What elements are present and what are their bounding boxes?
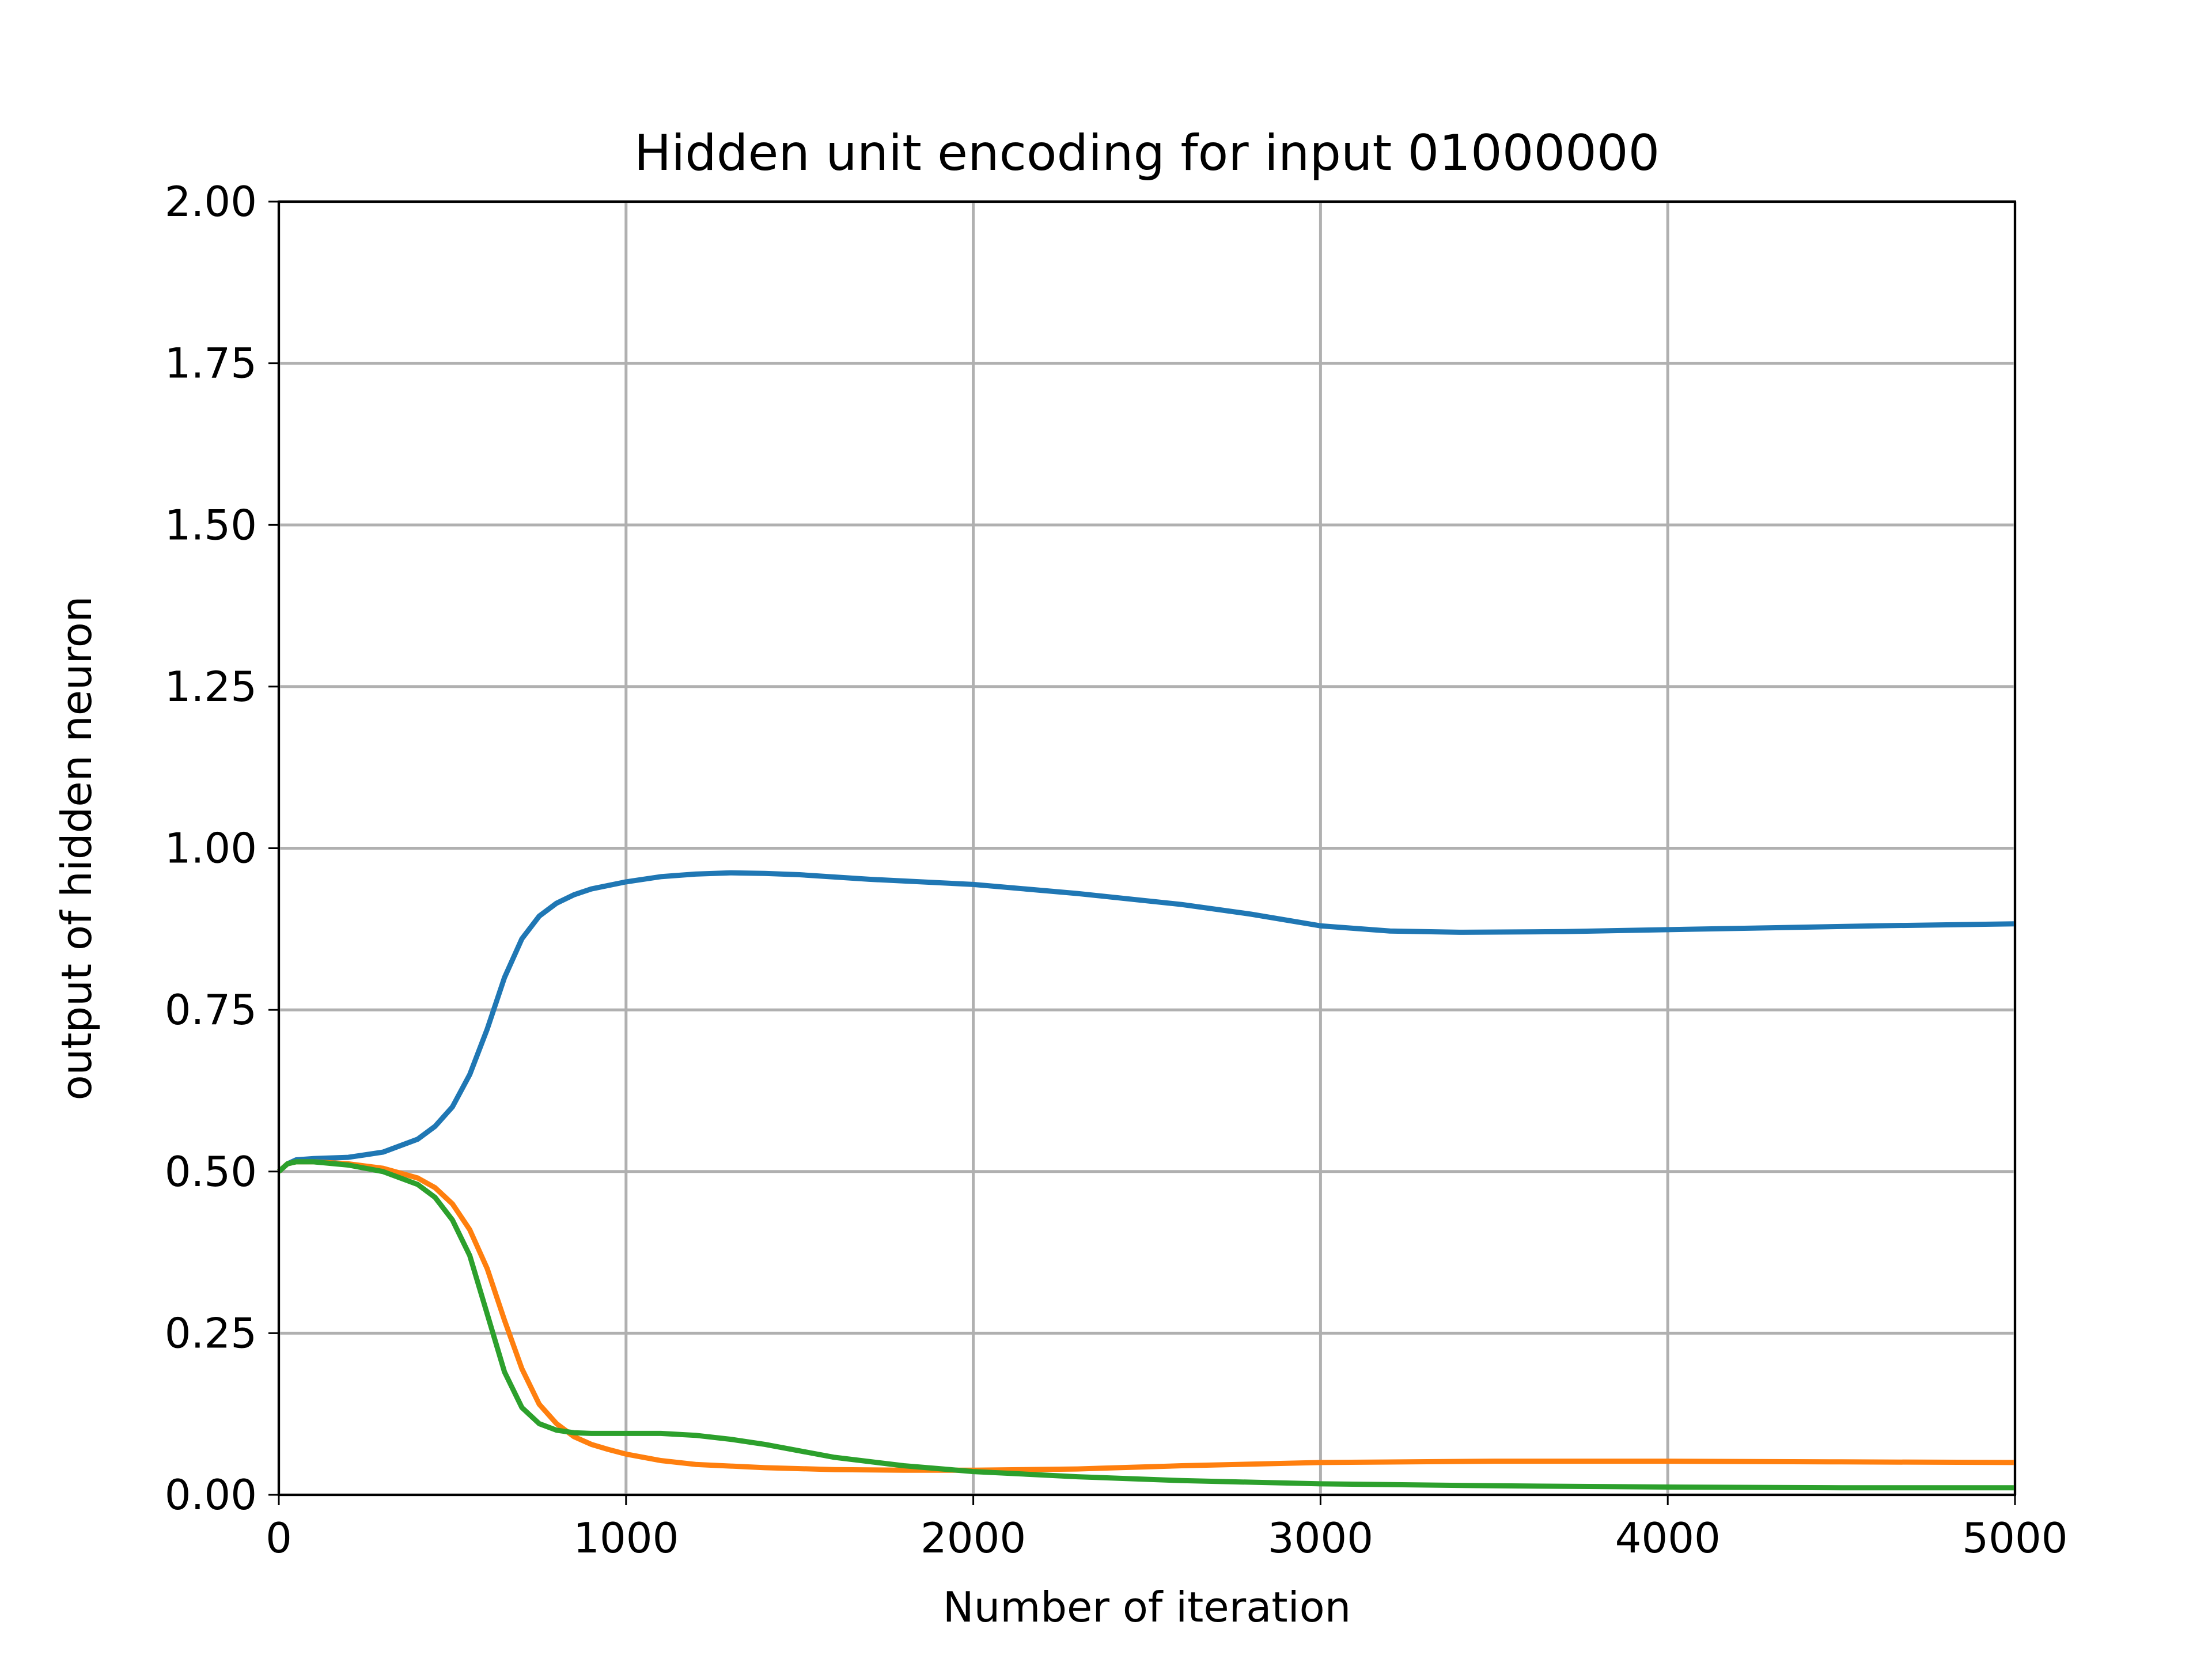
y-tick-label: 1.00 bbox=[165, 824, 257, 873]
axis-ticks: 0 1000 2000 3000 4000 5000 0.00 0.25 0.50 0.75 1.0… bbox=[165, 177, 2068, 1562]
y-tick-label: 1.50 bbox=[165, 501, 257, 549]
series-line-1 bbox=[277, 870, 2016, 1174]
grid bbox=[277, 200, 2017, 1497]
y-tick-label: 0.75 bbox=[165, 986, 257, 1034]
chart-title: Hidden unit encoding for input 01000000 bbox=[634, 124, 1660, 182]
y-tick-label: 0.25 bbox=[165, 1309, 257, 1357]
series-lines bbox=[277, 870, 2016, 1491]
y-tick-label: 0.50 bbox=[165, 1147, 257, 1196]
x-axis-label: Number of iteration bbox=[943, 1583, 1351, 1631]
x-tick-label: 4000 bbox=[1615, 1514, 1721, 1562]
series-line-3 bbox=[277, 1159, 2015, 1491]
y-tick-label: 2.00 bbox=[165, 177, 257, 226]
y-tick-label: 0.00 bbox=[165, 1471, 257, 1519]
y-axis-label: output of hidden neuron bbox=[52, 596, 101, 1101]
y-tick-label: 1.25 bbox=[165, 662, 257, 711]
series-line-2 bbox=[277, 1159, 2016, 1473]
x-tick-label: 3000 bbox=[1268, 1514, 1373, 1562]
x-tick-label: 2000 bbox=[921, 1514, 1026, 1562]
x-tick-label: 1000 bbox=[573, 1514, 679, 1562]
x-tick-label: 5000 bbox=[1962, 1514, 2067, 1562]
x-tick-label: 0 bbox=[266, 1514, 292, 1562]
y-tick-label: 1.75 bbox=[165, 339, 257, 388]
